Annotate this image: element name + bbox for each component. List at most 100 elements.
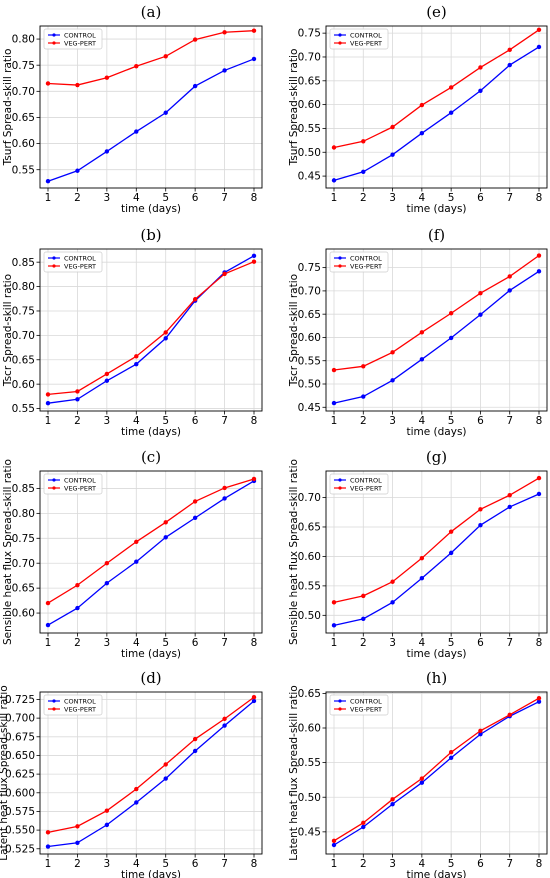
legend-box bbox=[43, 694, 103, 716]
data-point bbox=[75, 605, 80, 611]
data-point bbox=[361, 616, 366, 622]
legend-label: VEG-PERT bbox=[350, 262, 382, 270]
data-point bbox=[478, 732, 483, 737]
legend-label: CONTROL bbox=[350, 476, 382, 484]
data-point bbox=[507, 492, 512, 498]
series-control bbox=[331, 491, 542, 628]
x-tick-label: 7 bbox=[506, 858, 513, 870]
y-axis-label: Tscr Spread-skill ratio bbox=[2, 274, 14, 387]
data-point bbox=[419, 131, 425, 136]
series-veg-pert bbox=[45, 695, 257, 835]
y-tick-label: 0.50 bbox=[298, 792, 321, 804]
x-tick-label: 1 bbox=[331, 858, 338, 870]
x-tick-label: 5 bbox=[448, 192, 455, 204]
legend-marker bbox=[338, 486, 342, 490]
x-axis-label: time (days) bbox=[406, 648, 466, 660]
x-tick-label: 5 bbox=[448, 415, 455, 427]
data-point bbox=[536, 696, 542, 701]
x-tick-label: 1 bbox=[331, 192, 338, 204]
series-veg-pert bbox=[331, 475, 542, 605]
data-point bbox=[192, 83, 198, 89]
x-tick-label: 3 bbox=[389, 637, 396, 649]
data-point bbox=[478, 728, 483, 733]
data-point bbox=[419, 780, 425, 785]
data-point bbox=[390, 600, 395, 605]
x-tick-label: 4 bbox=[419, 192, 426, 204]
y-tick-label: 0.45 bbox=[298, 402, 321, 414]
data-point bbox=[448, 755, 454, 760]
series-line bbox=[47, 480, 255, 626]
chart-panel-6: (g) 1 2 3 4 5 6 7 8 0.50 0.55 0.60 0.65 0.70 time (day… bbox=[288, 448, 548, 660]
data-point bbox=[75, 389, 80, 394]
data-point bbox=[192, 37, 198, 42]
x-tick-label: 5 bbox=[162, 637, 169, 649]
data-point bbox=[478, 88, 483, 94]
y-tick-label: 0.70 bbox=[298, 52, 321, 64]
data-point bbox=[192, 515, 198, 521]
y-tick-label: 0.70 bbox=[298, 285, 321, 297]
axes-frame bbox=[39, 470, 263, 634]
y-tick-label: 0.60 bbox=[298, 551, 321, 563]
axes-frame bbox=[325, 25, 548, 189]
x-tick-label: 4 bbox=[133, 858, 140, 870]
y-tick-label: 0.60 bbox=[12, 138, 35, 150]
series-line bbox=[47, 696, 255, 833]
data-point bbox=[536, 475, 542, 481]
data-point bbox=[478, 65, 483, 70]
y-tick-label: 0.55 bbox=[12, 403, 35, 415]
legend-marker bbox=[52, 41, 56, 45]
x-tick-label: 5 bbox=[448, 637, 455, 649]
data-point bbox=[331, 145, 337, 150]
x-tick-label: 1 bbox=[331, 415, 338, 427]
series-control bbox=[331, 699, 542, 848]
data-point bbox=[75, 82, 80, 88]
series-line bbox=[47, 478, 255, 604]
y-tick-label: 0.600 bbox=[5, 787, 35, 799]
x-tick-label: 1 bbox=[45, 415, 52, 427]
legend-marker bbox=[338, 256, 342, 260]
series-line bbox=[333, 477, 540, 604]
y-tick-label: 0.525 bbox=[5, 843, 35, 855]
legend-label: CONTROL bbox=[350, 254, 382, 262]
legend-label: CONTROL bbox=[64, 31, 96, 39]
panel-label: (g) bbox=[426, 448, 447, 466]
data-point bbox=[331, 400, 337, 406]
y-tick-label: 0.75 bbox=[12, 533, 35, 545]
x-axis-label: time (days) bbox=[406, 426, 466, 438]
x-tick-label: 7 bbox=[221, 637, 228, 649]
series-line bbox=[47, 700, 255, 848]
x-tick-label: 8 bbox=[251, 637, 258, 649]
y-tick-label: 0.70 bbox=[12, 558, 35, 570]
y-tick-label: 0.80 bbox=[12, 508, 35, 520]
x-tick-label: 8 bbox=[251, 858, 258, 870]
data-point bbox=[45, 400, 51, 406]
data-point bbox=[448, 550, 454, 556]
data-point bbox=[419, 357, 425, 362]
data-point bbox=[390, 797, 395, 802]
x-tick-label: 1 bbox=[45, 858, 52, 870]
chart-panel-5: (c) 1 2 3 4 5 6 7 8 0.60 0.65 0.70 0.75 0.80 0.85 time … bbox=[2, 448, 263, 660]
legend-label: VEG-PERT bbox=[350, 705, 382, 713]
series-line bbox=[47, 58, 255, 182]
legend-marker bbox=[338, 264, 342, 268]
y-tick-label: 0.725 bbox=[5, 694, 35, 706]
legend-box bbox=[329, 694, 389, 716]
data-point bbox=[448, 311, 454, 316]
x-axis-label: time (days) bbox=[406, 869, 466, 878]
data-point bbox=[45, 830, 51, 835]
y-tick-label: 0.85 bbox=[12, 257, 35, 269]
data-point bbox=[75, 582, 80, 588]
y-tick-label: 0.75 bbox=[12, 60, 35, 72]
y-tick-label: 0.80 bbox=[12, 281, 35, 293]
series-line bbox=[333, 270, 540, 404]
chart-panel-7: (d) 1 2 3 4 5 6 7 8 0.525 0.550 0.575 0.600 0.625 0.65… bbox=[0, 669, 263, 878]
x-tick-label: 6 bbox=[192, 858, 199, 870]
x-tick-label: 3 bbox=[389, 415, 396, 427]
data-point bbox=[134, 539, 139, 544]
y-tick-label: 0.65 bbox=[12, 354, 35, 366]
x-tick-label: 8 bbox=[536, 637, 543, 649]
series-line bbox=[47, 30, 255, 86]
data-point bbox=[134, 559, 139, 564]
data-point bbox=[163, 535, 168, 540]
